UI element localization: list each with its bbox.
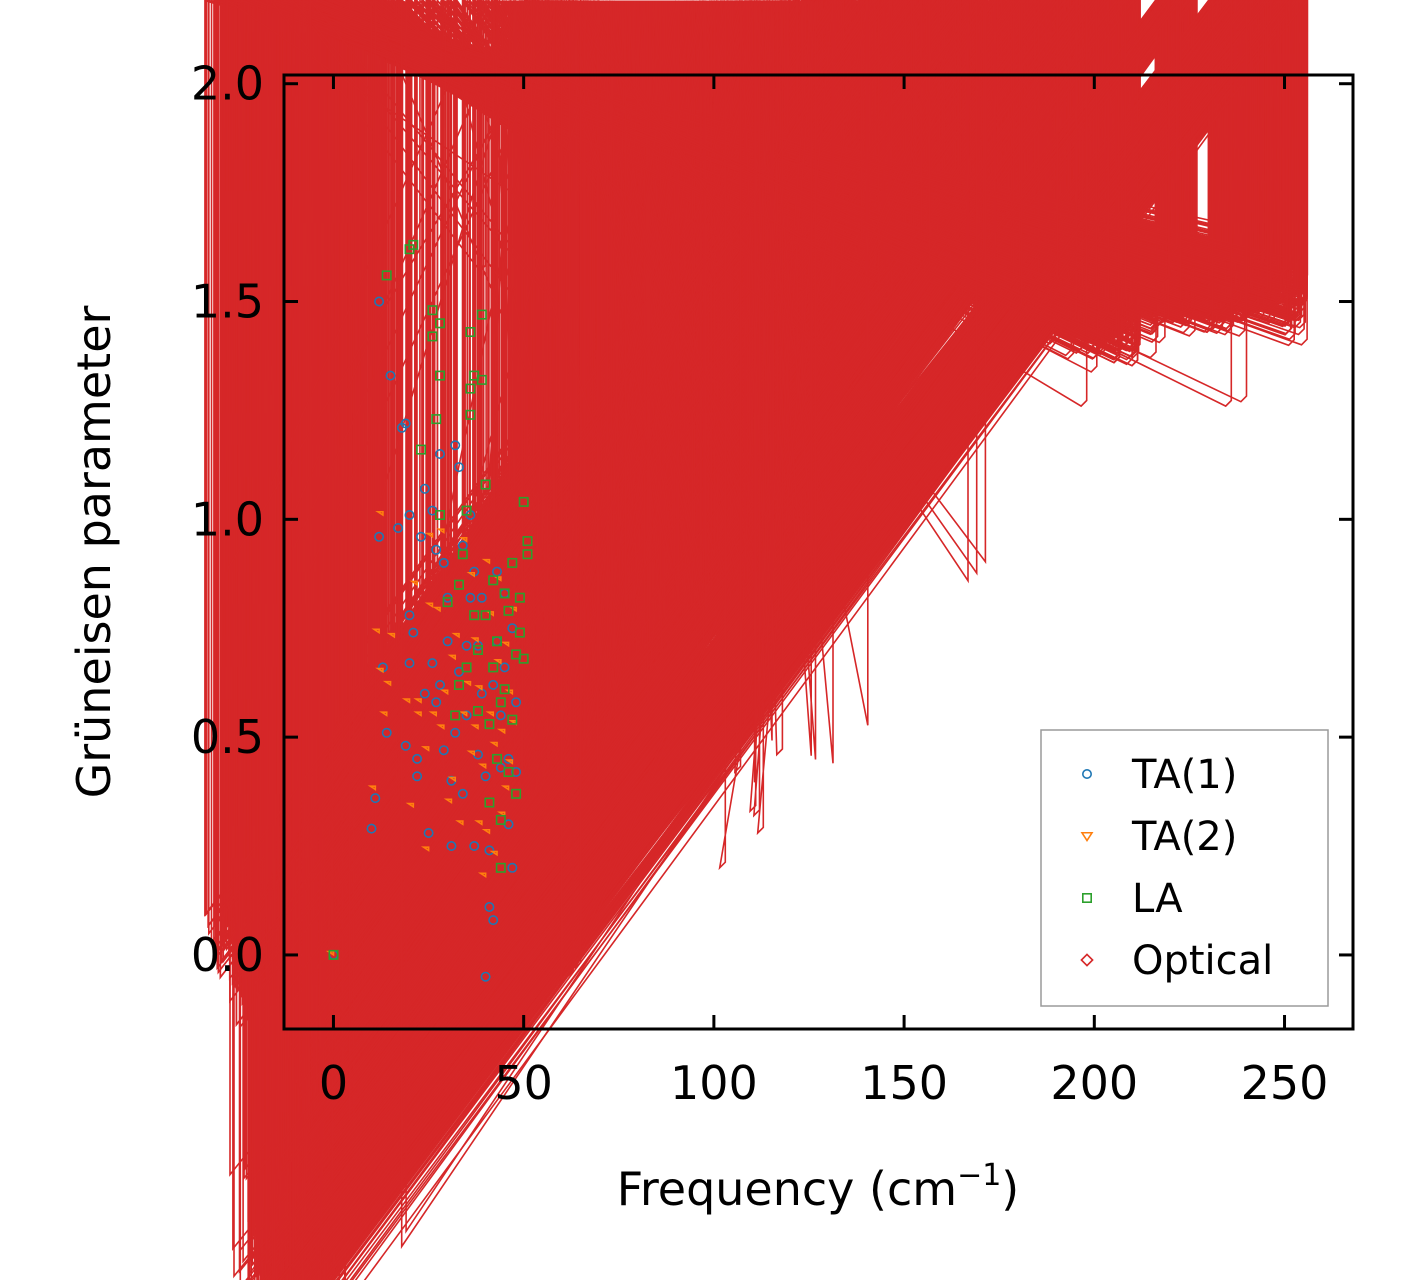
plot-area [204, 0, 1309, 1280]
point-optical [322, 0, 1077, 1078]
point-optical [307, 0, 1134, 1136]
point-optical [289, 0, 1047, 1049]
point-optical [518, 0, 790, 789]
point-optical [348, 0, 1120, 1122]
point-optical [312, 0, 1106, 1108]
point-optical [344, 0, 1141, 1143]
point-optical [258, 0, 1260, 1261]
point-optical [545, 0, 719, 718]
series-optical [204, 0, 1309, 1280]
point-optical [237, 0, 871, 872]
point-optical [334, 0, 1140, 1142]
point-optical [319, 0, 1110, 1111]
point-optical [277, 0, 1179, 1181]
point-optical [313, 0, 1117, 1119]
point-optical [331, 0, 1214, 1216]
point-optical [276, 0, 875, 877]
point-optical [249, 0, 913, 914]
